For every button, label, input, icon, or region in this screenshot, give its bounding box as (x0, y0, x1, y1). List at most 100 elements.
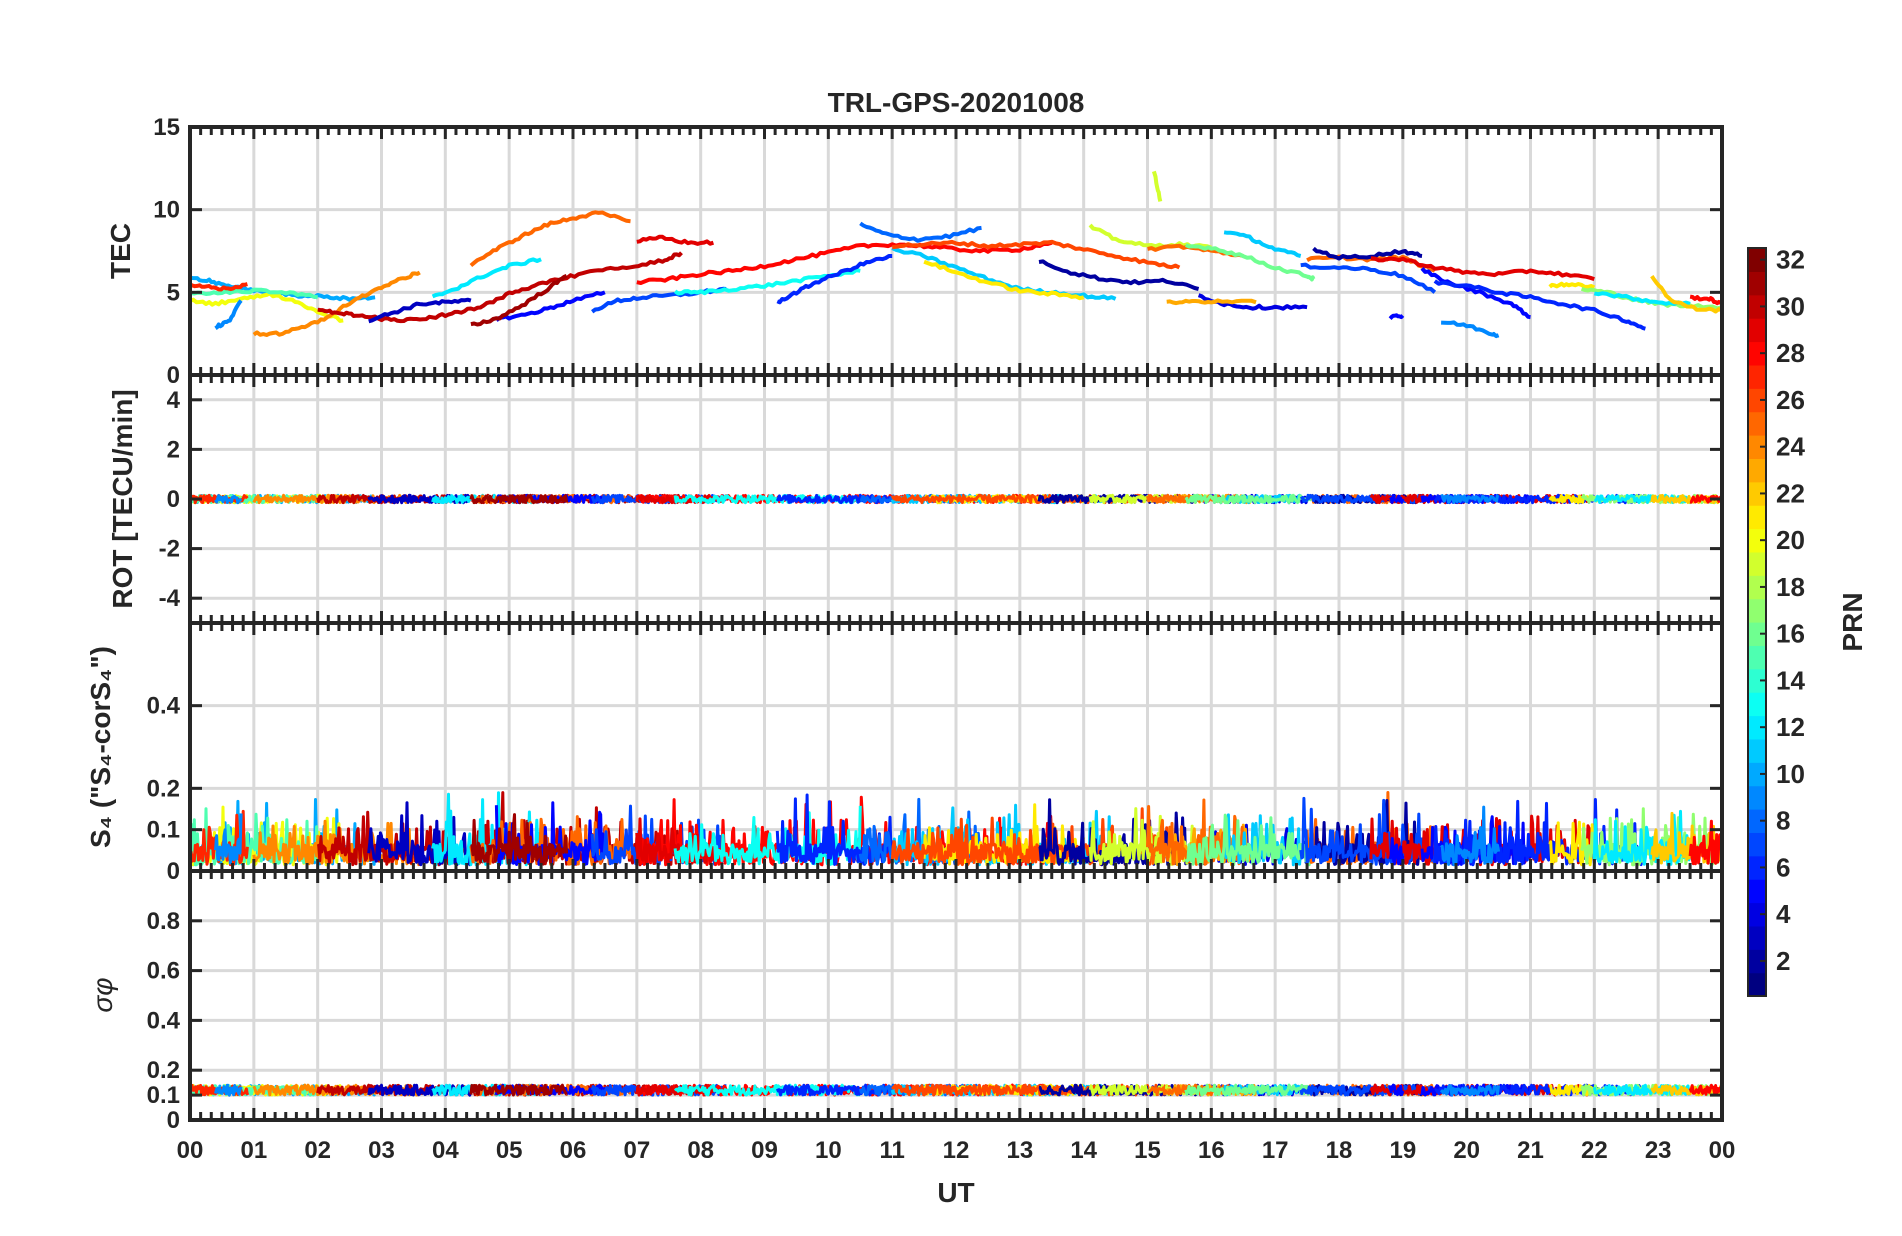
tec-series-line (190, 291, 344, 323)
tec-series-line (859, 221, 982, 243)
tec-series-line (470, 273, 568, 327)
colorbar-segment (1748, 318, 1766, 343)
colorbar-tick-label: 18 (1776, 572, 1805, 602)
colorbar-segment (1748, 411, 1766, 436)
tec-series-line (317, 251, 683, 324)
colorbar-segment (1748, 668, 1766, 693)
sigma-series-line (635, 1083, 715, 1097)
colorbar-segment (1748, 505, 1766, 530)
tec-series-line (1312, 246, 1423, 261)
tec-series-line (1441, 320, 1500, 339)
colorbar-tick-label: 2 (1776, 946, 1790, 976)
tec-series-line (1420, 266, 1531, 320)
tec-panel: 0 5 10 15 TEC (105, 114, 1724, 389)
y-tick-label: 0 (167, 486, 180, 513)
x-tick-label: 17 (1262, 1137, 1289, 1164)
tec-series-line (1388, 313, 1405, 320)
x-tick-label: 06 (560, 1137, 587, 1164)
colorbar-segment (1748, 435, 1766, 459)
colorbar-segment (1748, 692, 1766, 717)
colorbar-segment (1748, 248, 1766, 272)
colorbar-segment (1748, 809, 1766, 833)
tec-series-line (1184, 243, 1316, 282)
sigma-series-line (1439, 1084, 1501, 1097)
y-tick-label: 5 (167, 279, 180, 306)
colorbar-segment (1748, 855, 1766, 880)
y-tick-label: 0.4 (147, 1007, 181, 1034)
x-axis-label: UT (937, 1177, 974, 1208)
colorbar-tick-label: 22 (1776, 478, 1805, 508)
x-tick-label: 18 (1326, 1137, 1353, 1164)
colorbar-tick-label: 20 (1776, 525, 1805, 555)
colorbar-tick-label: 12 (1776, 712, 1805, 742)
colorbar-segment (1748, 762, 1766, 787)
tec-series-line (469, 210, 631, 268)
y-tick-label: 0 (167, 858, 180, 885)
colorbar-label: PRN (1837, 592, 1868, 651)
rot-series-line (1440, 494, 1499, 504)
sigma-series-line (469, 1083, 568, 1097)
x-tick-label: 02 (304, 1137, 331, 1164)
colorbar-segment (1748, 388, 1766, 413)
x-tick-label: 19 (1389, 1137, 1416, 1164)
s4-series-line (1388, 837, 1405, 866)
x-tick-label: 23 (1645, 1137, 1672, 1164)
y-tick-label: 10 (153, 197, 180, 224)
y-tick-label: 0.6 (147, 958, 180, 985)
colorbar-tick-label: 4 (1776, 899, 1791, 929)
colorbar-frame (1747, 247, 1767, 997)
x-tick-label: 09 (751, 1137, 778, 1164)
colorbar-segment (1748, 738, 1766, 763)
x-tick-label: 03 (368, 1137, 395, 1164)
x-tick-label: 14 (1070, 1137, 1097, 1164)
colorbar-segment (1748, 481, 1766, 506)
colorbar-segment (1748, 645, 1766, 670)
y-tick-label: -2 (159, 536, 180, 563)
sigma-series (190, 1083, 1722, 1097)
s4-series-line (1592, 809, 1692, 867)
y-tick-label: 0.4 (147, 693, 181, 720)
sigma-series-line (1592, 1083, 1691, 1097)
colorbar-tick-label: 10 (1776, 759, 1805, 789)
sigma-series-line (1688, 1083, 1722, 1096)
tec-series-line (214, 299, 243, 330)
tec-series-line (1689, 294, 1722, 306)
tec-series-line (1300, 262, 1437, 294)
s4-ylabel: S₄ ("S₄-corS₄") (85, 646, 116, 848)
y-tick-label: 0.2 (147, 1057, 180, 1084)
tec-series-line (1166, 298, 1257, 306)
colorbar-segment (1748, 364, 1766, 389)
rot-panel: -4 -2 0 2 4 ROT [TECU/min] (107, 373, 1724, 625)
colorbar-segment (1748, 925, 1766, 950)
sigma-series-line (214, 1083, 243, 1097)
x-tick-label: 22 (1581, 1137, 1608, 1164)
colorbar-tick-label: 24 (1776, 432, 1805, 462)
y-tick-label: 0.8 (147, 908, 180, 935)
colorbar-segment (1748, 949, 1766, 974)
y-tick-label: 0.2 (147, 775, 180, 802)
x-tick-label: 12 (943, 1137, 970, 1164)
colorbar-segment (1748, 832, 1766, 857)
tec-series-line (495, 290, 606, 322)
tec-series-line (1370, 256, 1595, 282)
x-tick-label: 05 (496, 1137, 523, 1164)
x-tick-label: 15 (1134, 1137, 1161, 1164)
colorbar-segment (1748, 598, 1766, 623)
x-tick-label: 01 (240, 1137, 267, 1164)
colorbar-segment (1748, 785, 1766, 810)
colorbar-segment (1748, 575, 1766, 600)
s4-series-line (190, 809, 249, 867)
s4-series-line (367, 801, 473, 867)
s4-series-line (214, 813, 243, 865)
colorbar-segment (1748, 715, 1766, 740)
y-tick-label: 15 (153, 114, 180, 141)
tec-ticks: 0 5 10 15 (153, 114, 1724, 389)
tec-series-line (368, 297, 472, 324)
x-tick-label: 16 (1198, 1137, 1225, 1164)
x-tick-label: 00 (177, 1137, 204, 1164)
rot-series-line (469, 494, 569, 505)
colorbar-segment (1748, 271, 1766, 296)
colorbar-segment (1748, 902, 1766, 927)
colorbar-tick-label: 8 (1776, 806, 1790, 836)
